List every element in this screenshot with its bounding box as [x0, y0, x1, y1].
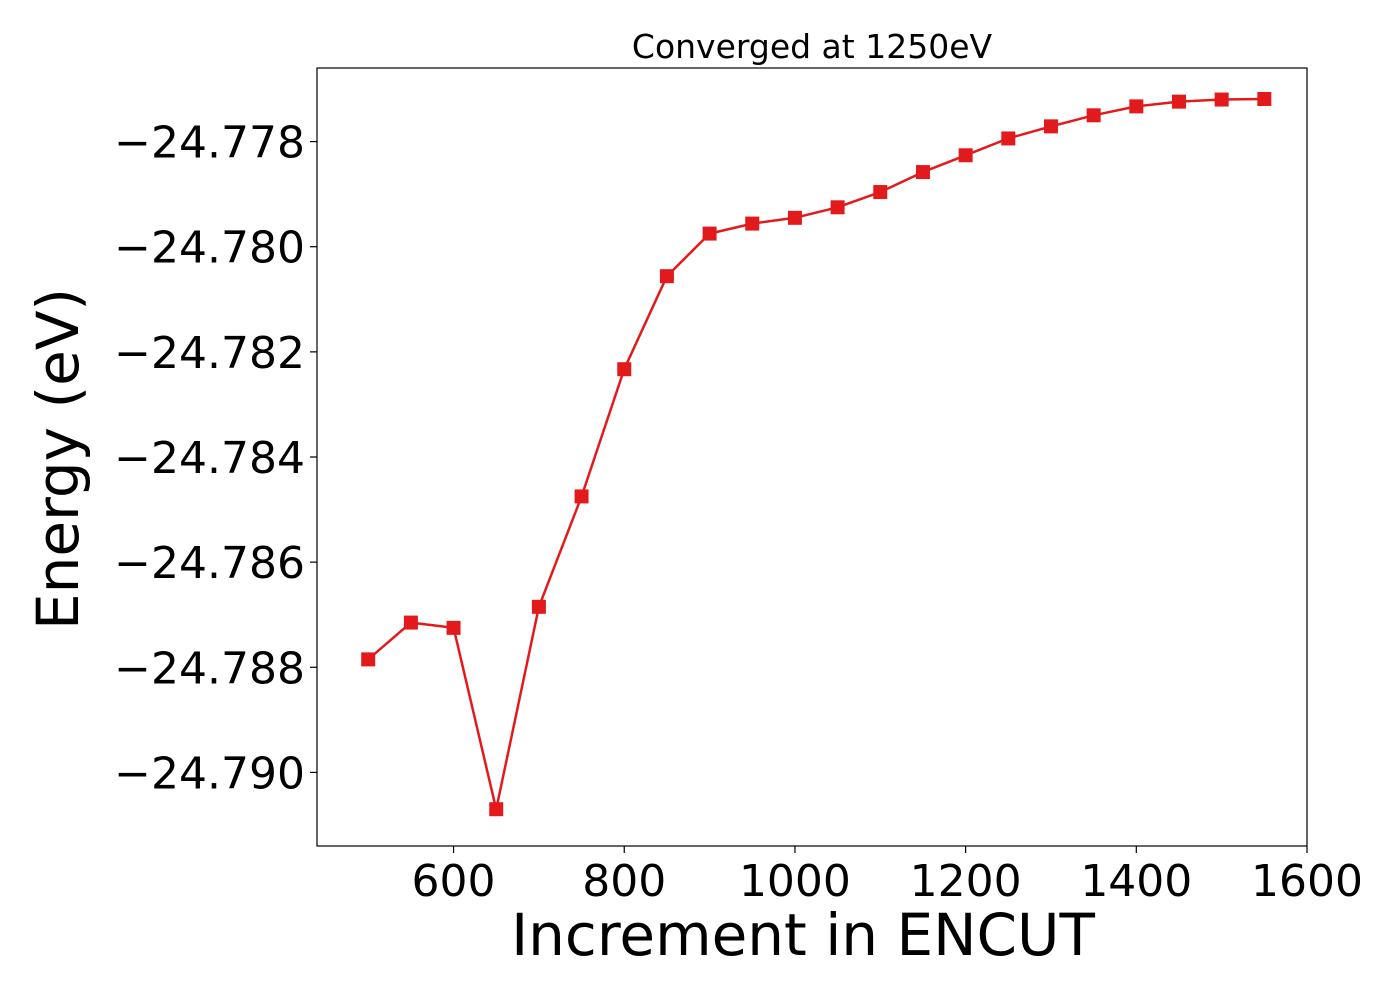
y-tick-label: −24.784: [114, 433, 305, 484]
data-point-marker: [574, 489, 589, 504]
y-tick-label: −24.790: [114, 748, 305, 799]
data-point-marker: [1257, 92, 1272, 107]
data-point-marker: [958, 148, 973, 163]
data-point-marker: [1171, 94, 1186, 109]
chart-title: Converged at 1250eV: [632, 27, 993, 66]
data-point-marker: [617, 362, 632, 377]
data-point-marker: [1129, 99, 1144, 114]
data-point-marker: [403, 615, 418, 630]
data-point-marker: [361, 652, 376, 667]
y-tick-label: −24.782: [114, 328, 305, 379]
data-point-marker: [489, 802, 504, 817]
data-point-marker: [787, 210, 802, 225]
data-point-marker: [1086, 108, 1101, 123]
x-tick-label: 600: [412, 856, 496, 907]
data-point-marker: [1214, 92, 1229, 107]
y-tick-label: −24.780: [114, 223, 305, 274]
y-axis: −24.778 −24.780 −24.782 −24.784 −24.786 −24.7…: [114, 118, 317, 799]
data-point-marker: [531, 599, 546, 614]
x-axis-label: Increment in ENCUT: [511, 901, 1095, 969]
x-tick-label: 800: [582, 856, 666, 907]
y-axis-label: Energy (eV): [24, 288, 92, 630]
data-point-marker: [659, 269, 674, 284]
x-tick-label: 1200: [910, 856, 1022, 907]
data-point-marker: [446, 620, 461, 635]
x-tick-label: 1000: [739, 856, 851, 907]
x-tick-label: 1400: [1080, 856, 1192, 907]
data-point-marker: [915, 165, 930, 180]
data-point-marker: [1001, 131, 1016, 146]
x-tick-label: 1600: [1251, 856, 1363, 907]
data-point-marker: [1043, 119, 1058, 134]
data-point-marker: [873, 185, 888, 200]
x-axis: 600 800 1000 1200 1400 1600: [412, 846, 1363, 907]
data-point-marker: [830, 200, 845, 215]
series-line: [367, 97, 1265, 811]
y-tick-label: −24.786: [114, 538, 305, 589]
y-tick-label: −24.778: [114, 118, 305, 169]
series-layer: [361, 92, 1272, 817]
data-point-marker: [745, 216, 760, 231]
y-tick-label: −24.788: [114, 643, 305, 694]
data-point-marker: [702, 226, 717, 241]
plot-area-frame: [316, 67, 1308, 847]
